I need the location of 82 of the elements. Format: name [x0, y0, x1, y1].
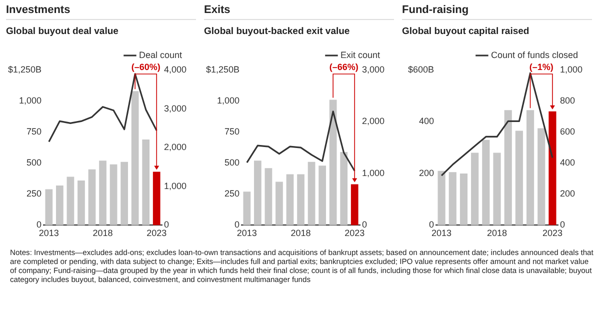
- chart-title: Exits: [204, 4, 394, 20]
- bar: [254, 160, 262, 226]
- x-tick-label: 2013: [38, 228, 59, 238]
- bar: [120, 162, 128, 226]
- bar: [329, 100, 337, 226]
- x-tick-label: 2018: [486, 228, 508, 238]
- bar: [471, 152, 479, 226]
- chart-subtitle: Global buyout deal value: [6, 26, 120, 37]
- y-tick-label: 750: [224, 126, 240, 137]
- bar: [88, 169, 96, 226]
- bar: [66, 176, 74, 226]
- bar: [276, 182, 283, 226]
- legend-label: Deal count: [138, 50, 182, 60]
- bar: [448, 172, 456, 226]
- bar: [56, 185, 64, 226]
- legend-label: Count of funds closed: [490, 50, 578, 60]
- bar: [297, 174, 304, 226]
- x-tick-label: 2018: [290, 228, 311, 238]
- bar: [243, 192, 251, 226]
- y2-tick-label: 0: [560, 220, 566, 230]
- y2-tick-label: 800: [560, 96, 576, 106]
- x-tick-label: 2018: [92, 228, 113, 238]
- y2-tick-label: 600: [560, 126, 576, 137]
- bar: [110, 164, 118, 226]
- bar: [286, 174, 294, 226]
- x-tick-label: 2023: [146, 228, 167, 238]
- bar: [318, 166, 326, 226]
- y-tick-label: 0: [428, 220, 434, 230]
- y2-tick-label: 1,000: [560, 64, 583, 74]
- y2-tick-label: 2,000: [164, 142, 187, 152]
- y2-tick-label: 0: [164, 220, 170, 230]
- y-tick-label: 200: [418, 168, 434, 178]
- x-tick-label: 2023: [542, 228, 562, 238]
- y2-tick-label: 3,000: [362, 64, 385, 74]
- bar: [482, 140, 490, 226]
- annotation: (–60%): [131, 62, 160, 72]
- y2-tick-label: 1,000: [164, 180, 187, 191]
- bar: [142, 140, 150, 226]
- chart-subtitle: Global buyout capital raised: [402, 26, 530, 37]
- y2-tick-label: 400: [560, 158, 576, 168]
- y-tick-label: 1,000: [217, 96, 240, 106]
- bar: [438, 170, 446, 226]
- bar: [264, 168, 272, 226]
- y2-tick-label: 0: [362, 220, 368, 230]
- annotation: (–66%): [329, 62, 358, 72]
- y-tick-label: 250: [224, 188, 240, 199]
- y-tick-label: 250: [26, 188, 42, 199]
- chart-title: Investments: [6, 4, 196, 20]
- y2-tick-label: 2,000: [362, 116, 385, 126]
- y-tick-label: 400: [418, 116, 434, 126]
- bar: [504, 110, 512, 226]
- x-tick-label: 2013: [236, 228, 257, 238]
- bar: [515, 130, 523, 226]
- y-tick-label: 0: [36, 220, 42, 230]
- bar: [78, 180, 85, 226]
- y-tick-label: 500: [26, 158, 42, 168]
- y-tick-label: $600B: [408, 64, 434, 74]
- y2-tick-label: 200: [560, 188, 576, 199]
- y2-tick-label: 4,000: [164, 64, 187, 74]
- bar: [526, 110, 534, 226]
- chart-subtitle: Global buyout-backed exit value: [204, 26, 351, 37]
- legend-label: Exit count: [340, 50, 380, 60]
- bar: [45, 189, 53, 226]
- y-tick-label: 500: [224, 158, 240, 168]
- annotation: (–1%): [529, 62, 554, 72]
- y2-tick-label: 1,000: [362, 168, 385, 178]
- bar: [340, 152, 348, 226]
- x-tick-label: 2013: [432, 228, 452, 238]
- x-tick-label: 2023: [344, 228, 365, 238]
- y2-tick-label: 3,000: [164, 103, 187, 114]
- bar: [99, 160, 106, 226]
- bar: [131, 91, 139, 226]
- bar: [460, 173, 468, 226]
- chart-title: Fund-raising: [402, 4, 592, 20]
- y-tick-label: 1,000: [19, 96, 42, 106]
- y-tick-label: $1,250B: [206, 64, 240, 74]
- bar: [493, 152, 501, 226]
- bar: [538, 128, 546, 226]
- y-tick-label: $1,250B: [8, 64, 42, 74]
- y-tick-label: 0: [234, 220, 240, 230]
- y-tick-label: 750: [26, 126, 42, 137]
- bar: [308, 162, 316, 226]
